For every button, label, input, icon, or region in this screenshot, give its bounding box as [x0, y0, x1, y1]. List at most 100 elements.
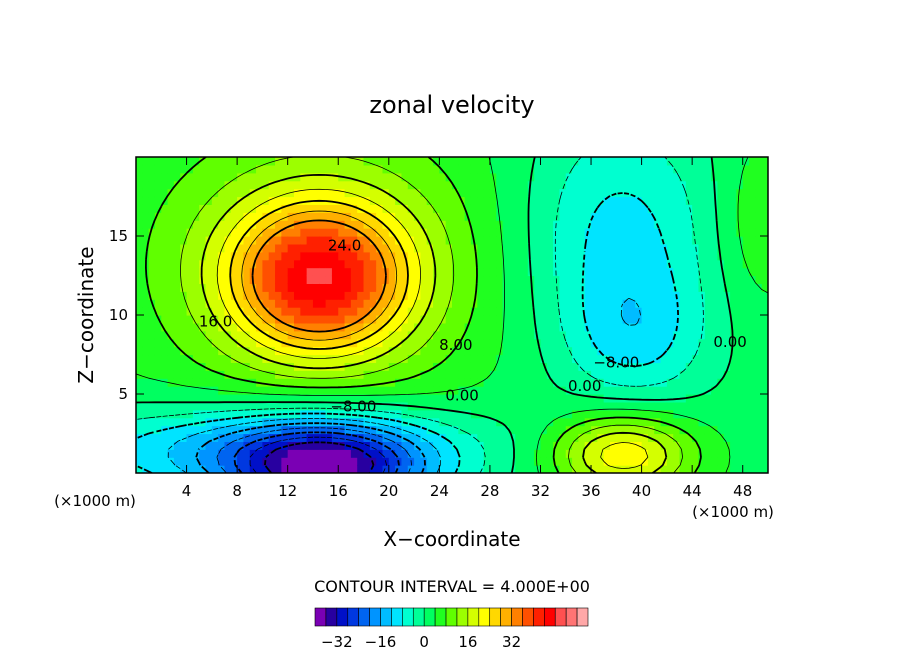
field-cell	[287, 449, 295, 458]
field-cell	[628, 267, 636, 277]
field-cell	[180, 180, 188, 190]
field-cell	[268, 188, 276, 198]
field-cell	[628, 330, 636, 340]
field-cell	[256, 204, 263, 213]
field-cell	[350, 236, 358, 245]
field-cell	[300, 275, 308, 284]
field-cell	[736, 291, 744, 300]
field-cell	[180, 433, 188, 442]
field-cell	[679, 362, 687, 371]
field-cell	[281, 330, 289, 340]
field-cell	[685, 409, 693, 419]
field-cell	[306, 465, 314, 473]
field-cell	[685, 315, 693, 324]
field-cell	[363, 346, 371, 356]
contour-line--16	[195, 422, 426, 473]
field-cell	[136, 228, 143, 237]
field-cell	[199, 236, 207, 245]
field-cell	[180, 212, 188, 221]
field-cell	[603, 338, 611, 348]
field-cell	[192, 236, 200, 245]
field-cell	[755, 236, 763, 245]
field-cell	[180, 417, 188, 427]
field-cell	[300, 378, 308, 387]
field-cell	[420, 346, 428, 356]
field-cell	[281, 212, 289, 221]
field-cell	[325, 283, 333, 292]
field-cell	[704, 180, 712, 190]
field-cell	[477, 433, 485, 442]
field-cell	[685, 354, 693, 363]
field-cell	[483, 188, 491, 198]
field-cell	[275, 180, 282, 190]
field-cell	[628, 188, 636, 198]
field-cell	[565, 172, 573, 182]
field-cell	[281, 283, 289, 292]
field-cell	[192, 378, 200, 387]
field-cell	[742, 425, 750, 435]
field-cell	[363, 378, 371, 387]
field-cell	[534, 228, 542, 237]
field-cell	[287, 433, 295, 442]
field-cell	[572, 354, 579, 363]
field-cell	[407, 243, 415, 253]
field-cell	[641, 172, 649, 182]
field-cell	[584, 259, 592, 269]
field-cell	[616, 457, 624, 466]
field-cell	[180, 164, 188, 174]
field-cell	[755, 315, 763, 324]
field-cell	[401, 433, 409, 442]
field-cell	[167, 457, 175, 466]
field-cell	[723, 386, 731, 395]
field-cell	[470, 425, 478, 435]
field-cell	[578, 370, 586, 379]
field-cell	[395, 204, 403, 213]
field-cell	[584, 204, 592, 213]
field-cell	[306, 346, 314, 356]
field-cell	[199, 172, 207, 182]
field-cell	[711, 378, 719, 387]
field-cell	[685, 251, 693, 261]
field-cell	[761, 172, 768, 182]
field-cell	[256, 386, 263, 395]
field-cell	[736, 417, 744, 427]
field-cell	[761, 291, 768, 300]
field-cell	[376, 228, 384, 237]
field-cell	[452, 196, 459, 205]
field-cell	[414, 164, 421, 174]
field-cell	[230, 259, 238, 269]
field-cell	[401, 346, 409, 356]
field-cell	[666, 433, 674, 442]
field-cell	[407, 322, 415, 332]
field-cell	[173, 251, 181, 261]
field-cell	[502, 267, 510, 277]
field-cell	[622, 236, 630, 245]
field-cell	[540, 204, 548, 213]
field-cell	[742, 315, 750, 324]
field-cell	[508, 362, 516, 371]
field-cell	[496, 212, 504, 221]
field-cell	[698, 307, 706, 316]
field-cell	[635, 204, 643, 213]
field-cell	[256, 441, 263, 450]
field-cell	[546, 401, 554, 411]
field-cell	[477, 401, 485, 411]
field-cell	[635, 378, 643, 387]
field-cell	[142, 386, 150, 395]
field-cell	[180, 449, 188, 458]
field-cell	[230, 401, 238, 411]
field-cell	[426, 433, 434, 442]
field-cell	[749, 425, 756, 435]
field-cell	[433, 188, 440, 198]
field-cell	[470, 401, 478, 411]
field-cell	[635, 299, 643, 308]
field-cell	[597, 204, 605, 213]
field-cell	[357, 307, 365, 316]
field-cell	[331, 204, 339, 213]
field-cell	[666, 322, 674, 332]
field-cell	[723, 322, 731, 332]
field-cell	[136, 172, 143, 182]
field-cell	[287, 338, 295, 348]
field-cell	[723, 330, 731, 340]
field-cell	[319, 417, 327, 427]
